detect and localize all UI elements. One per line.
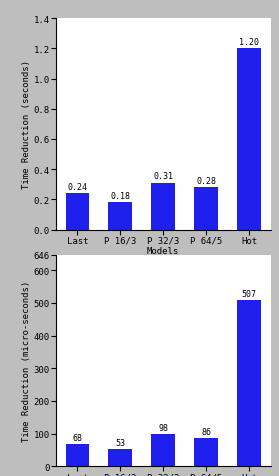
Bar xyxy=(109,449,132,466)
X-axis label: Models: Models xyxy=(147,247,179,256)
Bar xyxy=(66,444,89,466)
Bar xyxy=(237,301,261,466)
Text: 0.18: 0.18 xyxy=(110,191,130,200)
Text: (a) Elapsed Time Reduction: (a) Elapsed Time Reduction xyxy=(87,298,240,307)
Bar xyxy=(237,49,261,230)
Text: 68: 68 xyxy=(72,433,82,442)
Bar xyxy=(151,183,175,230)
Text: 507: 507 xyxy=(242,289,257,298)
Text: 1.20: 1.20 xyxy=(239,38,259,47)
Y-axis label: Time Reduction (seconds): Time Reduction (seconds) xyxy=(22,60,31,189)
Bar xyxy=(194,438,218,466)
Bar xyxy=(109,203,132,230)
Text: 53: 53 xyxy=(115,437,125,446)
Bar xyxy=(151,435,175,466)
Text: 0.31: 0.31 xyxy=(153,172,173,181)
Y-axis label: Time Reduction (micro-seconds): Time Reduction (micro-seconds) xyxy=(22,280,31,441)
Text: 98: 98 xyxy=(158,423,168,432)
Bar xyxy=(194,188,218,230)
Text: 86: 86 xyxy=(201,427,211,436)
Text: 0.28: 0.28 xyxy=(196,177,216,185)
Text: 0.24: 0.24 xyxy=(67,182,87,191)
Bar xyxy=(66,194,89,230)
